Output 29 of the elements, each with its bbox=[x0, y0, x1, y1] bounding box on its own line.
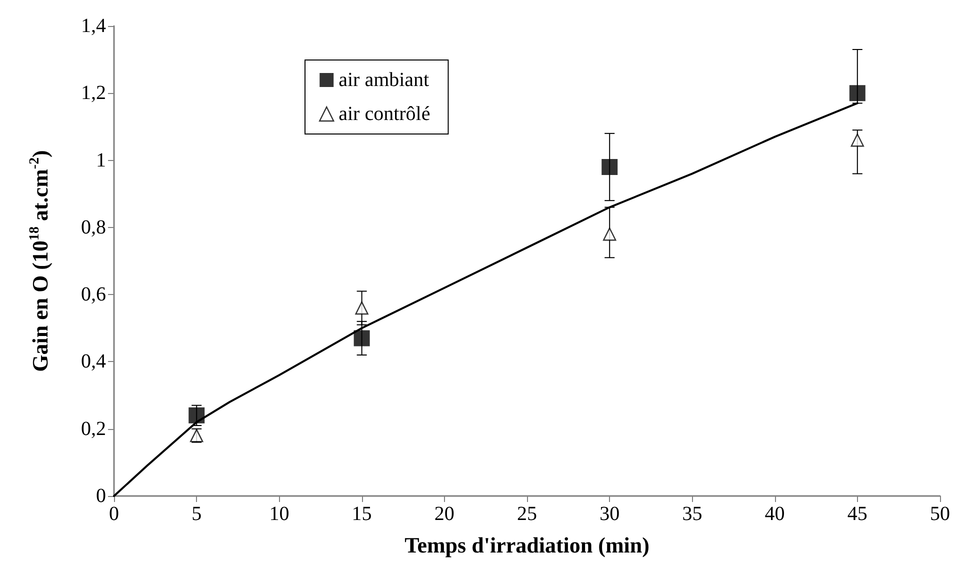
legend-label: air contrôlé bbox=[338, 103, 430, 125]
y-tick-label: 0 bbox=[96, 485, 106, 507]
point bbox=[850, 134, 864, 147]
x-axis-title: Temps d'irradiation (min) bbox=[404, 532, 650, 558]
x-tick-label: 50 bbox=[930, 503, 950, 525]
y-tick-label: 1,4 bbox=[81, 15, 106, 37]
x-tick-label: 45 bbox=[847, 503, 868, 525]
x-tick-label: 35 bbox=[682, 503, 702, 525]
point bbox=[188, 407, 205, 424]
y-tick-label: 1 bbox=[96, 149, 106, 172]
y-tick-label: 0,2 bbox=[81, 418, 106, 440]
point bbox=[602, 159, 618, 175]
x-tick-label: 20 bbox=[434, 503, 454, 525]
x-tick-label: 25 bbox=[517, 503, 537, 525]
y-tick-label: 0,4 bbox=[81, 350, 106, 373]
point bbox=[603, 228, 616, 241]
point bbox=[355, 301, 368, 315]
point bbox=[354, 330, 370, 346]
x-tick-label: 5 bbox=[192, 503, 202, 525]
y-tick-label: 0,6 bbox=[81, 284, 106, 306]
point bbox=[849, 85, 866, 102]
y-tick-label: 0,8 bbox=[81, 216, 106, 238]
y-tick-label: 1,2 bbox=[81, 82, 106, 104]
x-tick-label: 40 bbox=[764, 503, 785, 525]
x-tick-label: 10 bbox=[269, 503, 290, 525]
legend-label: air ambiant bbox=[338, 69, 430, 91]
x-tick-label: 30 bbox=[600, 503, 620, 525]
y-axis-title: Gain en O (1018 at.cm-2) bbox=[28, 150, 52, 372]
x-tick-label: 15 bbox=[352, 503, 372, 525]
